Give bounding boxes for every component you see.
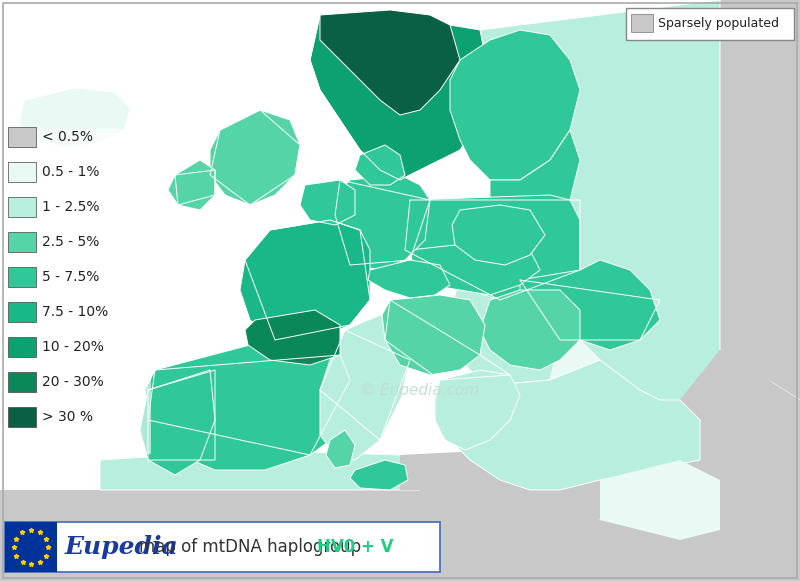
Polygon shape	[600, 350, 800, 581]
Polygon shape	[405, 195, 580, 300]
Text: 2.5 - 5%: 2.5 - 5%	[42, 235, 99, 249]
Text: Eupedia: Eupedia	[65, 535, 178, 559]
Polygon shape	[550, 350, 720, 520]
Polygon shape	[440, 360, 700, 490]
Polygon shape	[20, 88, 130, 148]
Polygon shape	[520, 260, 660, 350]
Text: map of mtDNA haplogroup: map of mtDNA haplogroup	[139, 538, 361, 556]
Polygon shape	[410, 240, 540, 295]
Text: 20 - 30%: 20 - 30%	[42, 375, 104, 389]
Bar	[631, 14, 653, 32]
Text: 1 - 2.5%: 1 - 2.5%	[42, 200, 99, 214]
Polygon shape	[700, 0, 800, 400]
Polygon shape	[382, 295, 485, 375]
Polygon shape	[240, 220, 370, 340]
Bar	[8, 162, 36, 182]
Polygon shape	[245, 310, 340, 365]
Bar	[5, 522, 57, 572]
Bar	[5, 522, 440, 572]
Text: > 30 %: > 30 %	[42, 410, 93, 424]
Polygon shape	[0, 490, 800, 581]
Polygon shape	[440, 340, 640, 480]
Polygon shape	[490, 130, 580, 230]
Polygon shape	[300, 180, 355, 225]
Polygon shape	[440, 0, 800, 520]
Polygon shape	[350, 460, 408, 490]
Text: 7.5 - 10%: 7.5 - 10%	[42, 305, 108, 319]
Bar	[3, 129, 151, 454]
Polygon shape	[100, 460, 420, 490]
Polygon shape	[168, 160, 215, 210]
Polygon shape	[680, 350, 780, 480]
Polygon shape	[600, 460, 720, 540]
Polygon shape	[320, 315, 410, 460]
Polygon shape	[452, 205, 545, 265]
Polygon shape	[435, 370, 520, 450]
Text: © Eupedia.com: © Eupedia.com	[361, 382, 479, 397]
Bar	[8, 267, 36, 287]
Polygon shape	[310, 10, 490, 180]
Polygon shape	[326, 430, 355, 468]
Polygon shape	[320, 10, 460, 115]
Text: Sparsely populated: Sparsely populated	[658, 17, 779, 30]
Bar	[8, 372, 36, 392]
Bar	[8, 407, 36, 427]
Bar	[8, 232, 36, 252]
Polygon shape	[450, 30, 580, 180]
Polygon shape	[140, 370, 215, 475]
Bar	[8, 337, 36, 357]
Bar	[8, 127, 36, 147]
Polygon shape	[368, 260, 450, 298]
Bar	[626, 8, 794, 40]
Text: < 0.5%: < 0.5%	[42, 130, 93, 144]
Text: 10 - 20%: 10 - 20%	[42, 340, 104, 354]
Polygon shape	[480, 290, 580, 370]
Polygon shape	[100, 450, 420, 490]
Text: 0.5 - 1%: 0.5 - 1%	[42, 165, 99, 179]
Text: HV0 + V: HV0 + V	[317, 538, 394, 556]
Text: 5 - 7.5%: 5 - 7.5%	[42, 270, 99, 284]
Polygon shape	[210, 110, 300, 205]
Polygon shape	[145, 345, 350, 470]
Polygon shape	[335, 175, 430, 270]
Polygon shape	[400, 445, 700, 490]
Bar	[8, 302, 36, 322]
Bar	[8, 197, 36, 217]
Polygon shape	[355, 145, 405, 185]
